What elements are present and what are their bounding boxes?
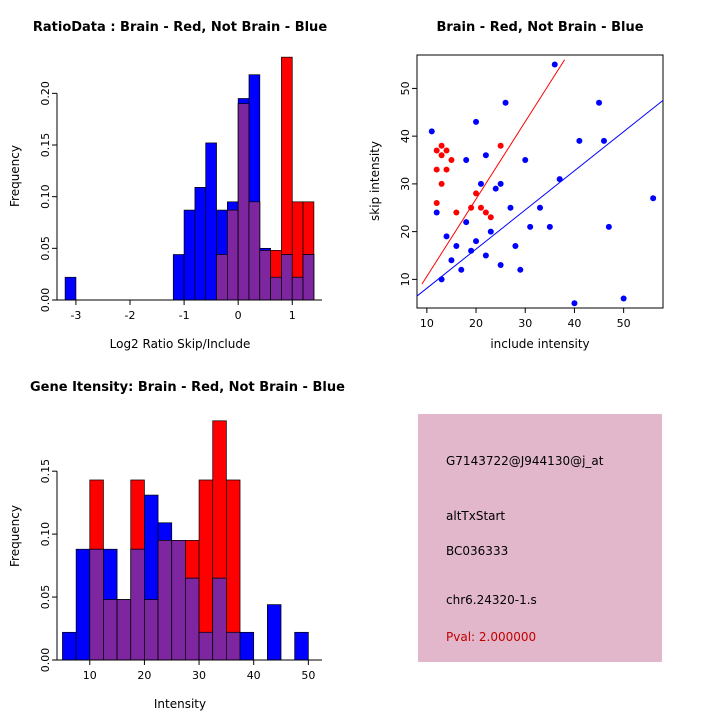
svg-text:0.15: 0.15 [39,133,52,158]
svg-text:40: 40 [399,129,412,143]
svg-text:10: 10 [399,272,412,286]
gene-intensity-histogram-plot: 10 20 30 40 50 0.00 0.05 0.10 0.15 [39,420,322,682]
svg-text:20: 20 [137,669,151,682]
locus-text: chr6.24320-1.s [446,593,537,607]
intensity-scatter-plot: 10 20 30 40 50 10 20 30 40 50 [399,54,664,330]
svg-text:0.05: 0.05 [39,236,52,260]
accession-text: BC036333 [446,544,509,558]
svg-text:0.05: 0.05 [39,585,52,610]
info-panel: G7143722@J944130@j_at altTxStart BC03633… [418,414,662,662]
svg-text:10: 10 [420,317,434,330]
svg-text:50: 50 [617,317,631,330]
svg-text:30: 30 [399,177,412,191]
svg-text:0.00: 0.00 [39,288,52,313]
svg-text:40: 40 [567,317,581,330]
probe-id-text: G7143722@J944130@j_at [446,454,604,468]
svg-text:20: 20 [399,225,412,239]
ratio-histogram-title: RatioData : Brain - Red, Not Brain - Blu… [32,20,328,35]
svg-text:10: 10 [83,669,97,682]
svg-text:0.20: 0.20 [39,81,52,106]
svg-text:0.15: 0.15 [39,459,52,484]
scatter-title: Brain - Red, Not Brain - Blue [436,20,644,35]
svg-text:-1: -1 [179,309,190,322]
ratio-histogram-plot: -3 -2 -1 0 1 0.00 0.05 0.10 0.15 0.20 [39,56,322,322]
panel-ratio-histogram: RatioData : Brain - Red, Not Brain - Blu… [0,0,360,360]
svg-text:50: 50 [399,81,412,95]
svg-text:-2: -2 [125,309,136,322]
svg-text:1: 1 [289,309,296,322]
svg-text:0: 0 [235,309,242,322]
gene-histogram-title: Gene Itensity: Brain - Red, Not Brain - … [30,380,345,395]
pval-text: Pval: 2.000000 [446,630,537,644]
svg-text:20: 20 [469,317,483,330]
svg-text:50: 50 [301,669,315,682]
svg-text:-3: -3 [70,309,81,322]
gene-histogram-x-axis-label: Intensity [153,697,207,711]
svg-text:40: 40 [247,669,261,682]
scatter-x-axis-label: include intensity [490,337,590,351]
svg-text:30: 30 [518,317,532,330]
splice-event-type-text: altTxStart [446,509,506,523]
ratio-histogram-x-axis-label: Log2 Ratio Skip/Include [109,337,251,351]
svg-text:30: 30 [192,669,206,682]
panel-gene-intensity-histogram: Gene Itensity: Brain - Red, Not Brain - … [0,360,360,720]
panel-intensity-scatter: Brain - Red, Not Brain - Blue skip inten… [360,0,720,360]
svg-text:0.10: 0.10 [39,522,52,547]
svg-text:0.10: 0.10 [39,184,52,209]
svg-text:0.00: 0.00 [39,648,52,673]
